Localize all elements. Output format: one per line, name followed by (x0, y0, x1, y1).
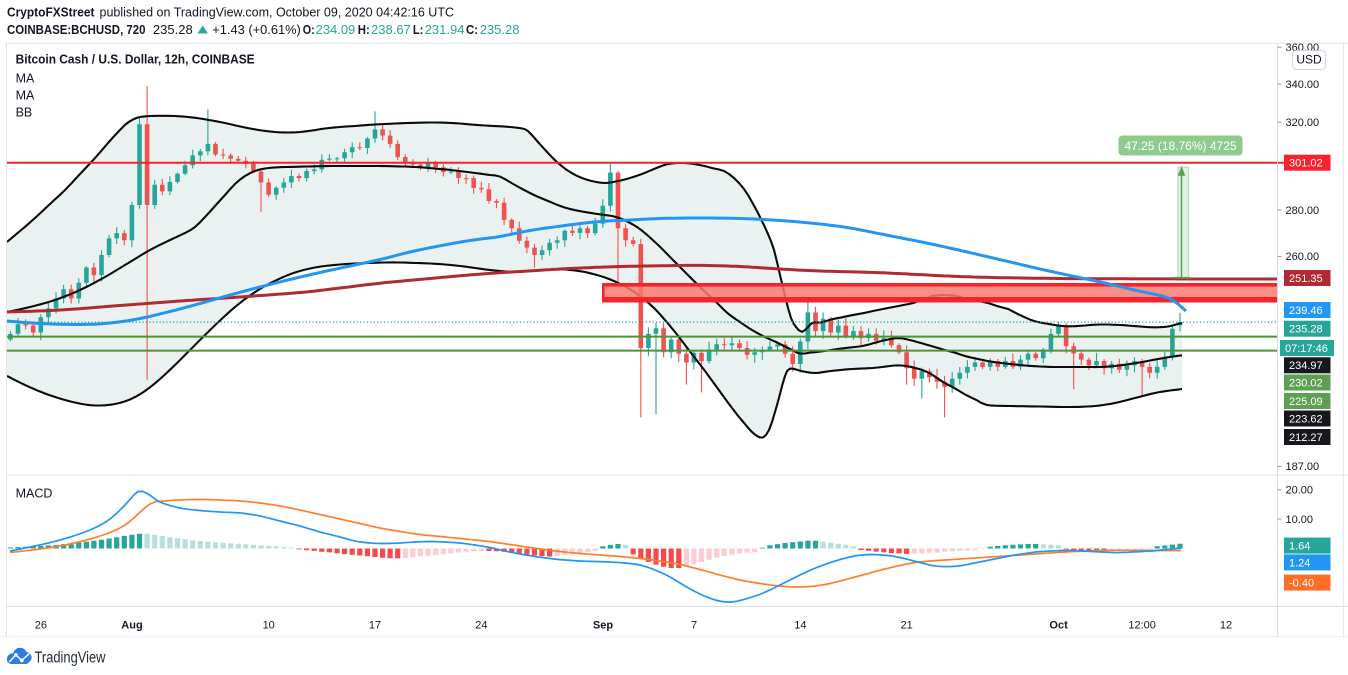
svg-text:10: 10 (263, 620, 275, 632)
svg-text:USD: USD (1296, 53, 1322, 67)
svg-text:212.27: 212.27 (1289, 432, 1323, 444)
svg-text:H:: H: (358, 22, 370, 37)
svg-text:17: 17 (369, 620, 381, 632)
svg-text:C:: C: (466, 22, 478, 37)
svg-text:Bitcoin Cash / U.S. Dollar, 12: Bitcoin Cash / U.S. Dollar, 12h, COINBAS… (16, 52, 255, 67)
svg-text:BB: BB (16, 106, 33, 120)
svg-text:07:17:46: 07:17:46 (1285, 343, 1328, 355)
svg-text:230.02: 230.02 (1289, 377, 1323, 389)
svg-text:7: 7 (691, 620, 697, 632)
svg-text:+1.43 (+0.61%): +1.43 (+0.61%) (212, 22, 300, 37)
svg-text:COINBASE:BCHUSD, 720: COINBASE:BCHUSD, 720 (7, 22, 146, 37)
svg-text:O:: O: (303, 22, 315, 37)
svg-text:251.35: 251.35 (1289, 273, 1323, 285)
svg-text:360.00: 360.00 (1286, 42, 1320, 54)
svg-text:Sep: Sep (593, 620, 613, 632)
svg-text:TradingView: TradingView (35, 650, 107, 667)
svg-text:320.00: 320.00 (1286, 117, 1320, 129)
svg-text:301.02: 301.02 (1289, 158, 1323, 170)
svg-text:MACD: MACD (16, 487, 53, 501)
svg-text:MA: MA (16, 72, 35, 86)
svg-text:24: 24 (475, 620, 487, 632)
svg-text:234.09: 234.09 (316, 22, 356, 37)
svg-text:21: 21 (901, 620, 913, 632)
svg-text:47.25 (18.76%) 4725: 47.25 (18.76%) 4725 (1124, 139, 1236, 153)
svg-text:Oct: Oct (1049, 620, 1068, 632)
svg-text:L:: L: (413, 22, 424, 37)
svg-text:225.09: 225.09 (1289, 396, 1323, 408)
svg-text:10.00: 10.00 (1286, 514, 1314, 526)
svg-text:235.28: 235.28 (1289, 324, 1323, 336)
svg-text:12:00: 12:00 (1128, 620, 1156, 632)
svg-text:238.67: 238.67 (371, 22, 411, 37)
svg-text:26: 26 (35, 620, 47, 632)
svg-text:-0.40: -0.40 (1289, 578, 1314, 590)
svg-text:1.64: 1.64 (1289, 541, 1310, 553)
svg-text:260.00: 260.00 (1286, 251, 1320, 263)
svg-text:231.94: 231.94 (425, 22, 465, 37)
svg-text:280.00: 280.00 (1286, 205, 1320, 217)
svg-text:239.46: 239.46 (1289, 305, 1323, 317)
svg-text:235.28: 235.28 (153, 22, 193, 37)
svg-text:20.00: 20.00 (1286, 485, 1314, 497)
svg-text:MA: MA (16, 89, 35, 103)
svg-text:340.00: 340.00 (1286, 79, 1320, 91)
svg-text:CryptoFXStreet: CryptoFXStreet (7, 5, 95, 20)
svg-text:Aug: Aug (121, 620, 142, 632)
svg-text:12: 12 (1220, 620, 1232, 632)
svg-text:234.97: 234.97 (1289, 360, 1323, 372)
svg-text:223.62: 223.62 (1289, 413, 1323, 425)
svg-text:1.24: 1.24 (1289, 557, 1310, 569)
svg-text:published on TradingView.com,: published on TradingView.com, October 09… (100, 5, 455, 20)
svg-text:14: 14 (794, 620, 806, 632)
svg-text:187.00: 187.00 (1286, 461, 1320, 473)
svg-text:235.28: 235.28 (480, 22, 520, 37)
